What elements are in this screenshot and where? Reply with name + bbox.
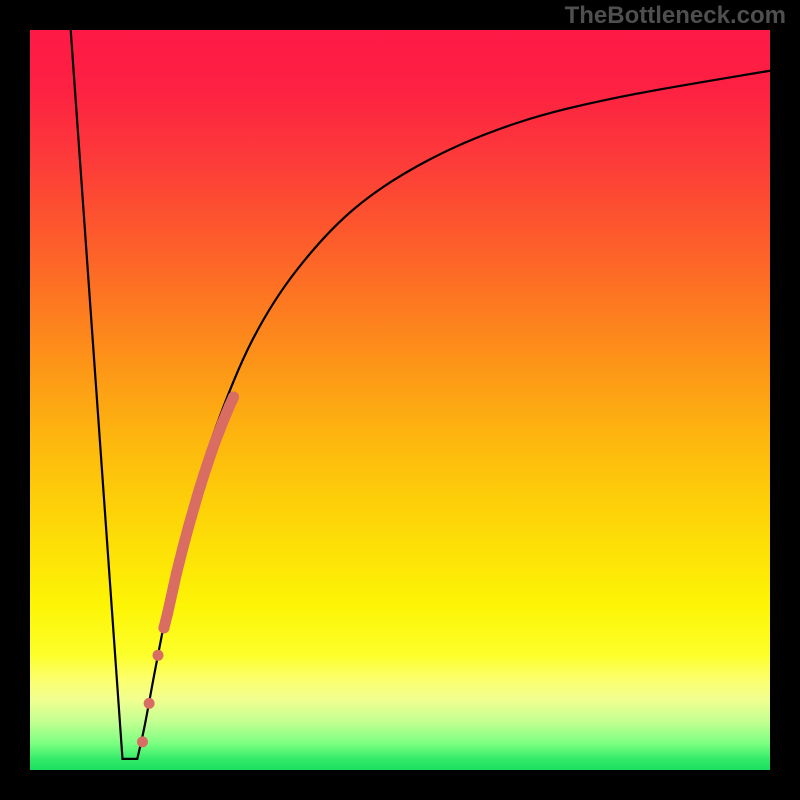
gpu-marker [186, 511, 197, 522]
gpu-marker [162, 608, 173, 619]
gpu-marker [158, 622, 169, 633]
gpu-marker [192, 491, 203, 502]
gpu-marker [198, 469, 209, 480]
gpu-marker [171, 568, 182, 579]
gpu-marker [202, 458, 213, 469]
gpu-marker [153, 650, 164, 661]
gpu-marker [183, 522, 194, 533]
gpu-marker [213, 427, 224, 438]
gpu-marker [165, 594, 176, 605]
chart-canvas [0, 0, 800, 800]
gpu-marker [206, 447, 217, 458]
gpu-marker [210, 437, 221, 448]
gpu-marker [195, 481, 206, 492]
gpu-marker [144, 698, 155, 709]
gpu-marker [174, 556, 185, 567]
gpu-marker [228, 392, 239, 403]
gpu-marker [137, 736, 148, 747]
gpu-marker [177, 544, 188, 555]
gradient-background [30, 30, 770, 770]
watermark-text: TheBottleneck.com [565, 2, 786, 30]
gpu-marker [189, 501, 200, 512]
gpu-marker [168, 581, 179, 592]
gpu-marker [180, 533, 191, 544]
bottleneck-chart: TheBottleneck.com [0, 0, 800, 800]
